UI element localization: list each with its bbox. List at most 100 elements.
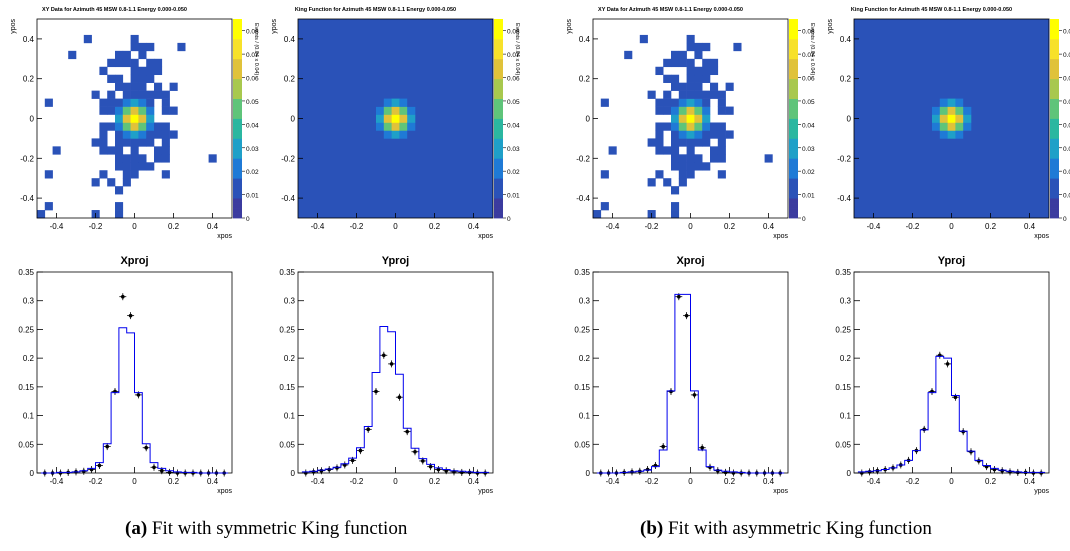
colorbar-tick-label: 0.03: [246, 146, 259, 153]
colorbar-step: [789, 88, 798, 95]
colorbar-step: [1050, 153, 1059, 159]
heatmap-bin: [154, 146, 163, 155]
colorbar-step: [494, 163, 503, 169]
heatmap-bin: [130, 130, 139, 139]
colorbar-step: [1050, 103, 1059, 109]
projection-panel: Xproj 0 0.05 0.1 0.15 0.2 0.25 0.3 0.35 -0.4 -0.2 0…: [574, 255, 788, 495]
colorbar-step: [233, 28, 242, 35]
colorbar-step: [789, 83, 798, 90]
heatmap-title: King Function for Azimuth 45 MSW 0.8-1.1…: [851, 7, 1012, 13]
y-tick-label: -0.2: [837, 154, 851, 163]
heatmap-bin: [161, 106, 170, 115]
heatmap-bin: [932, 114, 941, 123]
x-tick-label: 0.2: [724, 477, 736, 486]
colorbar-step: [233, 198, 242, 204]
heatmap-bin: [686, 66, 695, 76]
colorbar-step: [1050, 123, 1059, 129]
heatmap-bin: [44, 98, 53, 107]
x-tick-label: -0.4: [606, 222, 620, 231]
colorbar-step: [233, 208, 242, 214]
colorbar-step: [233, 53, 242, 60]
heatmap-bin: [115, 122, 124, 131]
heatmap-bin: [694, 106, 703, 115]
x-tick-label: -0.2: [645, 222, 659, 231]
y-tick-label: 0.05: [574, 440, 590, 449]
heatmap-bin: [122, 170, 131, 179]
heatmap-bin: [678, 114, 687, 123]
y-tick-label: 0: [30, 115, 35, 124]
y-tick-label: 0: [291, 469, 296, 478]
heatmap-bin: [122, 50, 131, 60]
x-tick-label: -0.2: [350, 222, 364, 231]
caption-b-text: Fit with asymmetric King function: [663, 518, 932, 539]
colorbar-step: [494, 213, 503, 219]
colorbar-step: [789, 143, 798, 149]
heatmap-bin: [391, 98, 400, 107]
heatmap-bin: [91, 178, 100, 187]
heatmap-bin: [717, 130, 726, 139]
heatmap-bin: [138, 114, 147, 123]
colorbar-step: [494, 143, 503, 149]
heatmap-bin: [725, 130, 734, 139]
heatmap-bin: [678, 122, 687, 131]
x-tick-label: 0.4: [763, 477, 775, 486]
y-axis-label: ypos: [10, 19, 17, 34]
heatmap-bin: [122, 82, 131, 91]
x-tick-label: 0.2: [429, 477, 441, 486]
heatmap-bin: [947, 114, 956, 123]
heatmap-bin: [130, 106, 139, 115]
heatmap-bin: [99, 98, 108, 107]
y-tick-label: 0.4: [284, 35, 296, 44]
heatmap-bin: [122, 114, 131, 123]
colorbar-step: [494, 58, 503, 65]
colorbar-step: [233, 213, 242, 219]
data-point: [166, 468, 174, 476]
colorbar-step: [789, 153, 798, 159]
colorbar-step: [789, 118, 798, 124]
heatmap-bin: [391, 114, 400, 123]
heatmap-bin: [678, 162, 687, 171]
heatmap-bin: [694, 154, 703, 163]
colorbar-step: [233, 203, 242, 209]
x-tick-label: -0.2: [89, 222, 103, 231]
heatmap-bin: [154, 90, 163, 99]
heatmap-bin: [710, 58, 719, 68]
x-axis-label: xpos: [478, 233, 493, 240]
y-axis-label: ypos: [271, 19, 278, 34]
heatmap-bin: [138, 74, 147, 83]
heatmap-bin: [963, 98, 972, 107]
heatmap-bin: [154, 82, 163, 91]
heatmap-bin: [376, 130, 385, 139]
heatmap-bin: [694, 122, 703, 131]
colorbar-step: [494, 53, 503, 60]
x-tick-label: -0.4: [50, 222, 64, 231]
heatmap-bin: [678, 50, 687, 60]
heatmap-bin: [655, 130, 664, 139]
data-point: [380, 351, 388, 359]
colorbar-step: [789, 208, 798, 214]
heatmap-bin: [391, 106, 400, 115]
colorbar-step: [789, 168, 798, 174]
heatmap-bin: [399, 98, 408, 107]
heatmap-bin: [383, 98, 392, 107]
colorbar-step: [1050, 163, 1059, 169]
colorbar-step: [789, 38, 798, 45]
y-tick-label: 0.2: [579, 75, 591, 84]
x-tick-label: 0: [132, 222, 137, 231]
heatmap-bin: [678, 90, 687, 99]
heatmap-title: King Function for Azimuth 45 MSW 0.8-1.1…: [295, 7, 456, 13]
colorbar-step: [233, 38, 242, 45]
heatmap-bin: [115, 106, 124, 115]
colorbar-step: [494, 108, 503, 114]
heatmap-bin: [702, 162, 711, 171]
y-tick-label: 0.4: [579, 35, 591, 44]
colorbar-tick-label: 0.02: [802, 169, 815, 176]
heatmap-bin: [161, 170, 170, 179]
heatmap-bin: [663, 90, 672, 99]
heatmap-bin: [115, 186, 124, 195]
heatmap-bin: [671, 138, 680, 147]
colorbar-step: [233, 113, 242, 119]
colorbar-step: [233, 153, 242, 159]
heatmap-bin: [146, 42, 155, 52]
colorbar-step: [789, 19, 798, 25]
